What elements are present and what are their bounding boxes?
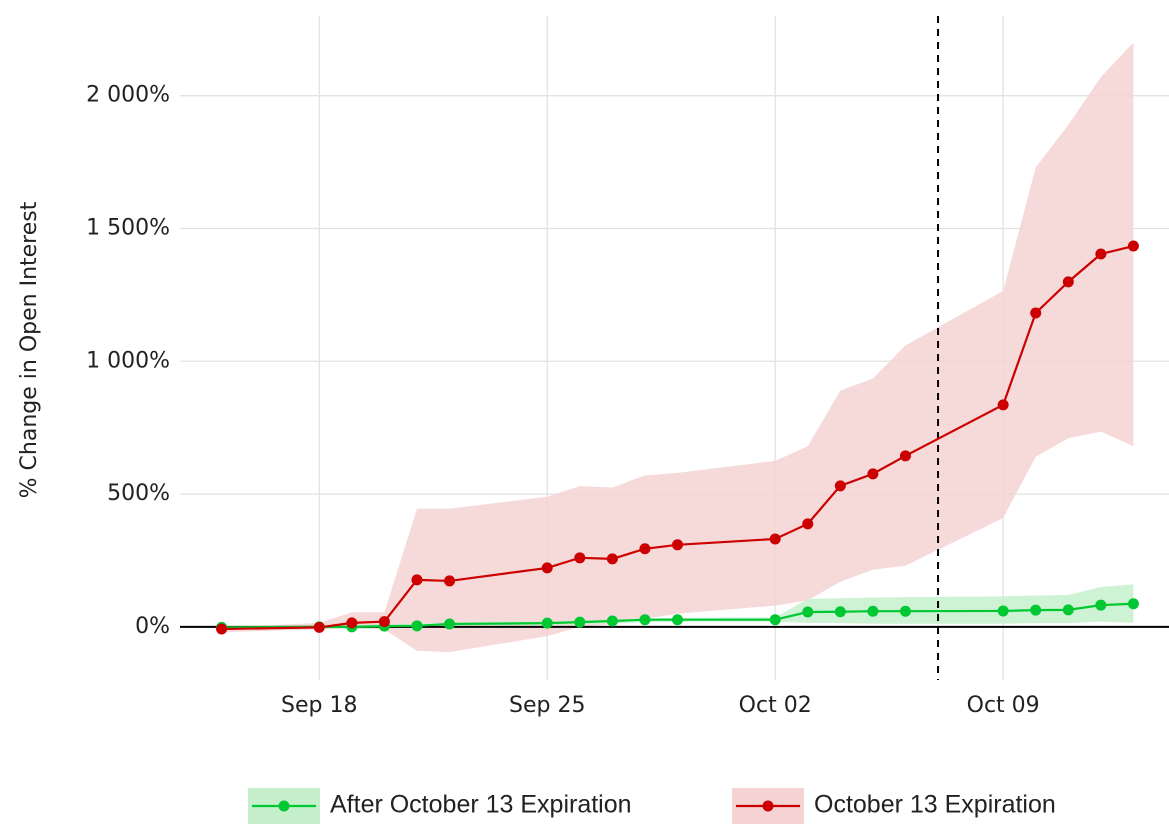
data-point [606,615,618,627]
data-point [997,605,1009,617]
data-point [1030,307,1042,319]
x-tick-label: Oct 09 [967,693,1040,718]
data-point [444,575,456,587]
data-point [541,617,553,629]
x-tick-label: Sep 25 [509,693,585,718]
data-point [1095,599,1107,611]
legend-label: October 13 Expiration [814,791,1056,819]
y-tick-label: 500% [107,481,170,506]
data-point [313,621,325,633]
legend-marker [278,800,290,812]
data-point [834,480,846,492]
confidence-band [221,584,1134,630]
x-tick-label: Oct 02 [739,693,812,718]
data-point [672,539,683,551]
data-point [639,614,651,626]
data-point [411,620,423,632]
y-tick-label: 1 000% [86,348,170,373]
data-point [378,616,390,628]
data-point [834,606,846,618]
legend-label: After October 13 Expiration [330,791,632,819]
data-point [802,606,814,618]
data-point [672,614,683,626]
data-point [346,617,358,629]
data-point [1095,248,1107,260]
data-point [997,399,1009,411]
data-point [1127,598,1139,610]
x-tick-label: Sep 18 [281,693,357,718]
data-point [1062,276,1074,288]
data-point [1062,604,1074,616]
data-point [1127,240,1139,252]
data-point [541,562,553,574]
confidence-band [221,42,1134,653]
y-axis-label: % Change in Open Interest [17,201,42,498]
data-point [216,623,228,635]
data-point [769,533,781,545]
data-point [574,552,586,564]
data-point [444,618,456,630]
data-point [769,614,781,626]
data-point [867,605,879,617]
y-tick-label: 0% [135,614,170,639]
legend-marker [762,800,774,812]
y-tick-label: 1 500% [86,215,170,240]
data-point [411,574,423,586]
data-point [802,518,814,530]
data-point [899,450,911,462]
data-point [574,616,586,628]
data-point [639,543,651,555]
data-point [899,605,911,617]
data-point [1030,604,1042,616]
data-point [606,553,618,565]
y-tick-label: 2 000% [86,83,170,108]
data-point [867,468,879,480]
